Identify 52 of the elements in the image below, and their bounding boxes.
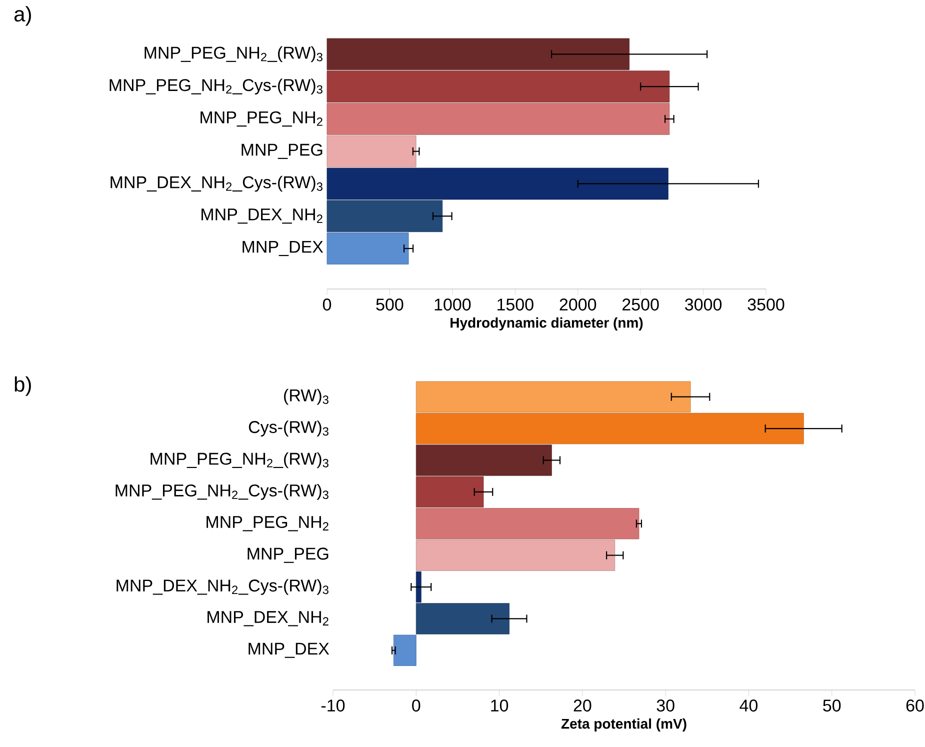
bar bbox=[326, 70, 670, 102]
x-tick-label: 3000 bbox=[685, 298, 722, 311]
bar bbox=[416, 476, 484, 508]
x-axis-title: Zeta potential (mV) bbox=[561, 718, 686, 732]
x-tick-label: 0 bbox=[412, 700, 420, 712]
bar bbox=[326, 135, 416, 168]
y-tick-label: MNP_PEG_NH$_{2}$ bbox=[200, 111, 322, 127]
y-tick-label: MNP_DEX_NH$_{2}$ bbox=[202, 208, 322, 224]
x-axis-title: Hydrodynamic diameter (nm) bbox=[450, 317, 643, 330]
bar bbox=[416, 381, 691, 412]
x-tick-label: 20 bbox=[574, 700, 592, 712]
x-tick-label: 0 bbox=[322, 298, 332, 311]
y-tick-label: MNP_PEG bbox=[242, 144, 322, 159]
x-tick-label: -10 bbox=[321, 700, 345, 712]
y-tick-label: MNP_PEG_NH$_{2}$_(RW)$_{3}$ bbox=[150, 452, 328, 468]
y-tick-label: MNP_DEX_NH$_{2}$ bbox=[208, 611, 328, 626]
bar bbox=[416, 571, 422, 603]
y-tick-label: MNP_PEG bbox=[248, 548, 328, 563]
bar bbox=[416, 603, 510, 634]
y-tick-label: MNP_PEG_NH$_{2}$ bbox=[206, 516, 328, 532]
text: a) bbox=[14, 6, 31, 26]
y-tick-label: MNP_DEX bbox=[242, 240, 324, 256]
bar bbox=[326, 168, 668, 200]
bar bbox=[326, 200, 443, 232]
y-tick-label: MNP_PEG_NH$_{2}$_Cys-(RW)$_{3}$ bbox=[116, 484, 328, 500]
bar bbox=[416, 444, 552, 476]
x-tick-label: 60 bbox=[906, 700, 924, 712]
y-tick-label: MNP_DEX_NH$_{2}$_Cys-(RW)$_{3}$ bbox=[110, 176, 322, 192]
y-tick-label: MNP_DEX bbox=[248, 642, 330, 658]
x-tick-label: 3500 bbox=[748, 298, 784, 311]
y-tick-label: (RW)$_{3}$ bbox=[284, 388, 328, 405]
x-tick-label: 2000 bbox=[560, 298, 596, 311]
x-tick-label: 500 bbox=[376, 298, 404, 311]
x-tick-label: 1000 bbox=[434, 298, 471, 311]
x-tick-label: 50 bbox=[823, 700, 841, 712]
x-tick-label: 10 bbox=[491, 700, 508, 712]
bar bbox=[416, 412, 804, 444]
bar bbox=[326, 232, 409, 264]
y-tick-label: MNP_PEG_NH$_{2}$_(RW)$_{3}$ bbox=[144, 46, 322, 62]
bar bbox=[326, 103, 670, 135]
bar bbox=[393, 634, 416, 666]
y-tick-label: Cys-(RW)$_{3}$ bbox=[248, 420, 328, 436]
y-tick-label: MNP_DEX_NH$_{2}$_Cys-(RW)$_{3}$ bbox=[116, 579, 328, 595]
x-tick-label: 40 bbox=[740, 700, 758, 712]
bar bbox=[416, 508, 640, 540]
bar bbox=[416, 540, 616, 571]
bar bbox=[326, 38, 630, 70]
text: b) bbox=[14, 376, 31, 396]
x-tick-label: 2500 bbox=[622, 298, 659, 311]
x-tick-label: 1500 bbox=[498, 298, 534, 311]
x-tick-label: 30 bbox=[656, 700, 674, 712]
y-tick-label: MNP_PEG_NH$_{2}$_Cys-(RW)$_{3}$ bbox=[110, 78, 322, 94]
